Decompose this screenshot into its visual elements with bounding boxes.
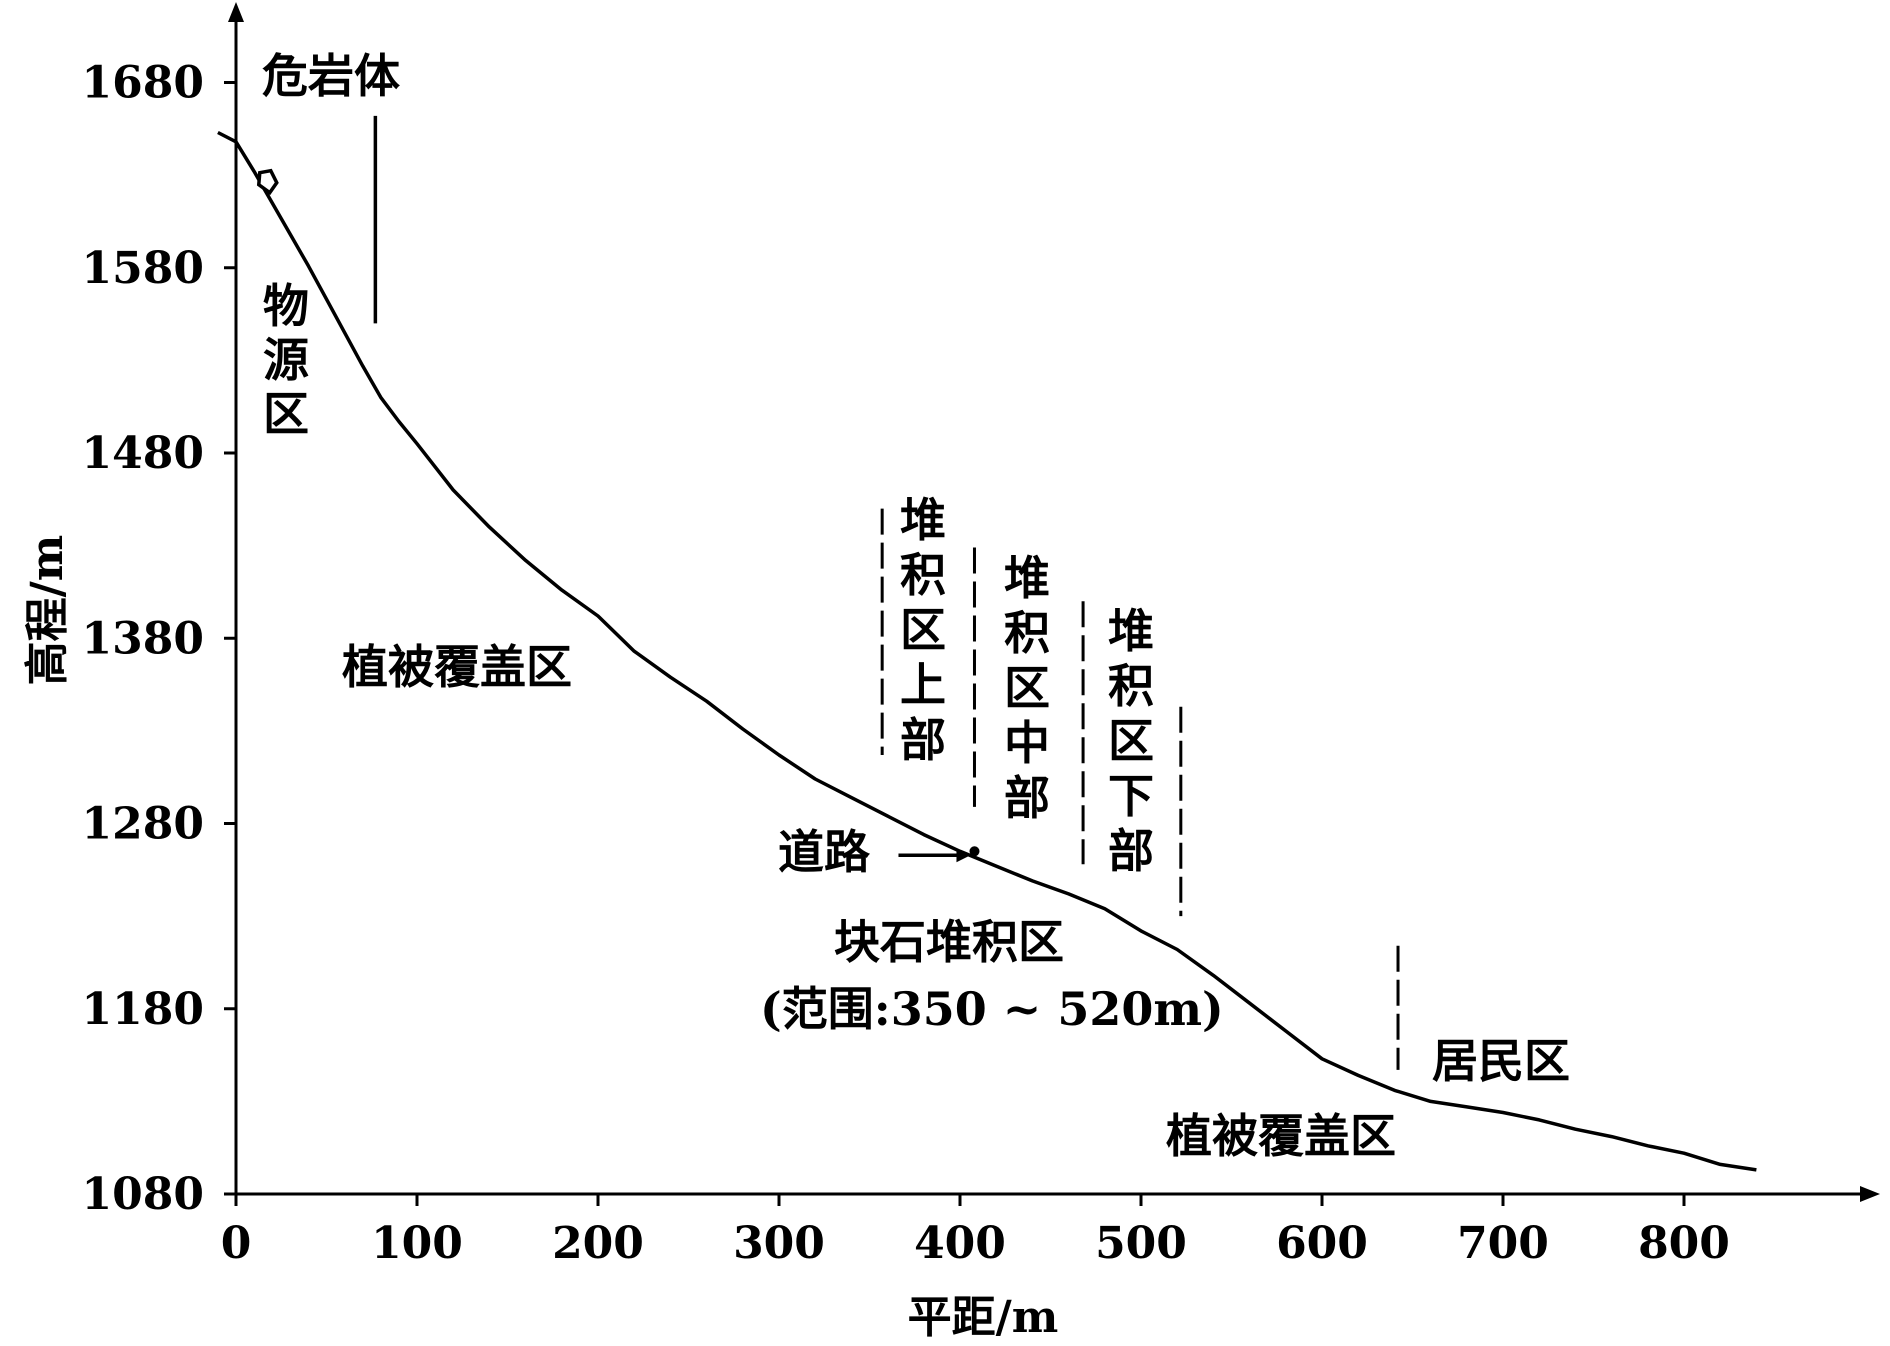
terrain-profile-line bbox=[217, 130, 1757, 1172]
x-tick-label: 600 bbox=[1276, 1218, 1368, 1269]
x-tick-label: 200 bbox=[552, 1218, 644, 1269]
y-tick-label: 1580 bbox=[82, 243, 204, 294]
label-accum-upper-char: 部 bbox=[900, 713, 946, 767]
label-boulder-range: (范围:350 ~ 520m) bbox=[760, 982, 1224, 1036]
label-source-zone-char: 源 bbox=[263, 333, 309, 387]
x-axis-title: 平距/m bbox=[908, 1292, 1059, 1343]
label-accum-upper-char: 积 bbox=[900, 548, 946, 602]
label-source-zone: 物 源 区 bbox=[263, 279, 309, 441]
x-ticks: 0 100 200 300 400 500 600 700 800 bbox=[221, 1194, 1730, 1269]
label-accum-lower-char: 积 bbox=[1108, 659, 1154, 713]
x-tick-label: 500 bbox=[1095, 1218, 1187, 1269]
label-accum-upper-char: 区 bbox=[900, 603, 946, 657]
x-tick-label: 100 bbox=[371, 1218, 463, 1269]
x-tick-label: 300 bbox=[733, 1218, 825, 1269]
label-accum-middle-char: 堆 bbox=[1004, 551, 1050, 605]
x-tick-label: 700 bbox=[1457, 1218, 1549, 1269]
x-tick-label: 0 bbox=[221, 1218, 252, 1269]
label-accum-middle-char: 区 bbox=[1004, 661, 1050, 715]
label-accum-middle-char: 部 bbox=[1004, 771, 1050, 825]
label-source-zone-char: 区 bbox=[263, 387, 309, 441]
label-accumulation-upper: 堆 积 区 上 部 bbox=[900, 493, 946, 767]
label-accum-upper-char: 堆 bbox=[900, 493, 946, 547]
label-boulder-zone: 块石堆积区 bbox=[834, 915, 1064, 969]
y-tick-label: 1080 bbox=[82, 1169, 204, 1220]
y-tick-label: 1680 bbox=[82, 58, 204, 109]
y-tick-label: 1380 bbox=[82, 613, 204, 664]
label-accum-upper-char: 上 bbox=[900, 658, 946, 712]
axes bbox=[228, 2, 1880, 1202]
y-tick-label: 1180 bbox=[82, 984, 204, 1035]
dangerous-rock-marker bbox=[256, 168, 279, 196]
label-source-zone-char: 物 bbox=[263, 279, 309, 333]
zone-boundaries bbox=[373, 115, 1400, 1070]
x-tick-label: 800 bbox=[1638, 1218, 1730, 1269]
y-axis-arrow bbox=[228, 2, 244, 22]
road-point-marker bbox=[969, 846, 980, 857]
y-tick-label: 1480 bbox=[82, 428, 204, 479]
y-tick-label: 1280 bbox=[82, 799, 204, 850]
label-accum-middle-char: 中 bbox=[1004, 716, 1050, 770]
label-accum-lower-char: 部 bbox=[1108, 824, 1154, 878]
x-tick-label: 400 bbox=[914, 1218, 1006, 1269]
y-ticks: 1080 1180 1280 1380 1480 1580 1680 bbox=[82, 58, 236, 1220]
label-accumulation-lower: 堆 积 区 下 部 bbox=[1108, 604, 1154, 878]
y-axis-title: 高程/m bbox=[22, 535, 73, 686]
label-dangerous-rock: 危岩体 bbox=[262, 49, 400, 103]
label-accumulation-middle: 堆 积 区 中 部 bbox=[1004, 551, 1050, 825]
label-vegetation-lower: 植被覆盖区 bbox=[1166, 1109, 1396, 1163]
label-accum-lower-char: 下 bbox=[1108, 769, 1154, 823]
label-vegetation-upper: 植被覆盖区 bbox=[342, 640, 572, 694]
label-accum-lower-char: 区 bbox=[1108, 714, 1154, 768]
label-road: 道路 bbox=[778, 825, 871, 879]
x-axis-arrow bbox=[1860, 1186, 1880, 1202]
road-arrowhead bbox=[956, 848, 971, 863]
label-accum-middle-char: 积 bbox=[1004, 606, 1050, 660]
label-residential: 居民区 bbox=[1432, 1034, 1570, 1088]
label-accum-lower-char: 堆 bbox=[1108, 604, 1154, 658]
